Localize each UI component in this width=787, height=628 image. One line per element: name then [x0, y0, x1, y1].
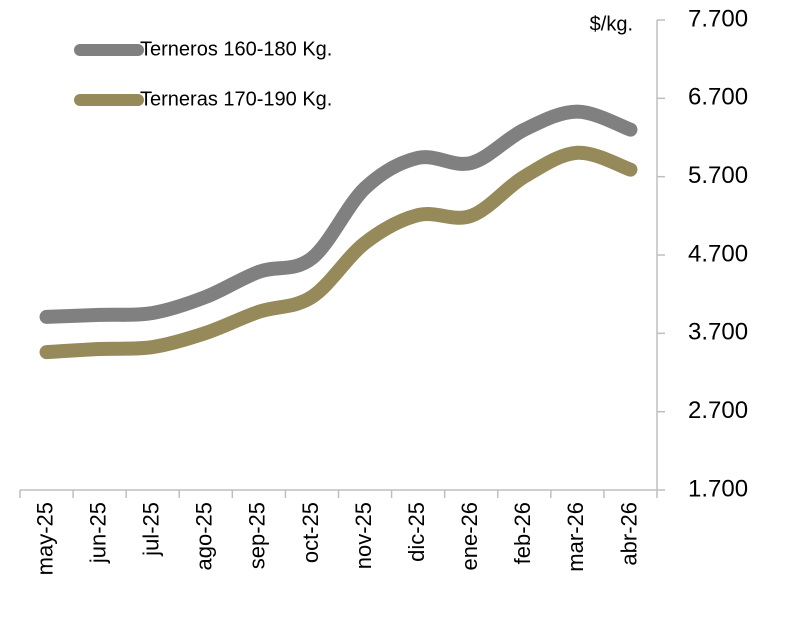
y-axis-label: $/kg.: [590, 13, 633, 35]
y-tick-label: 4.700: [688, 240, 748, 267]
x-tick-label: abr-26: [616, 502, 641, 566]
y-tick-label: 5.700: [688, 162, 748, 189]
legend-label: Terneros 160-180 Kg.: [140, 38, 332, 60]
x-tick-label: may-25: [32, 502, 57, 575]
x-tick-label: dic-25: [404, 502, 429, 562]
legend-label: Terneras 170-190 Kg.: [140, 88, 332, 110]
y-tick-label: 1.700: [688, 475, 748, 502]
y-tick-label: 3.700: [688, 319, 748, 346]
y-tick-label: 6.700: [688, 84, 748, 111]
series-line: [39, 104, 638, 324]
x-tick-label: feb-26: [510, 502, 535, 564]
x-tick-label: nov-25: [351, 502, 376, 569]
x-tick-label: mar-26: [563, 502, 588, 572]
y-tick-label: 2.700: [688, 397, 748, 424]
x-tick-label: jun-25: [85, 502, 110, 564]
x-tick-label: ene-26: [457, 502, 482, 571]
x-tick-label: ago-25: [192, 502, 217, 571]
x-tick-label: oct-25: [298, 502, 323, 563]
x-tick-label: sep-25: [245, 502, 270, 569]
y-tick-label: 7.700: [688, 5, 748, 32]
x-tick-label: jul-25: [139, 502, 164, 557]
series-line: [39, 145, 638, 360]
